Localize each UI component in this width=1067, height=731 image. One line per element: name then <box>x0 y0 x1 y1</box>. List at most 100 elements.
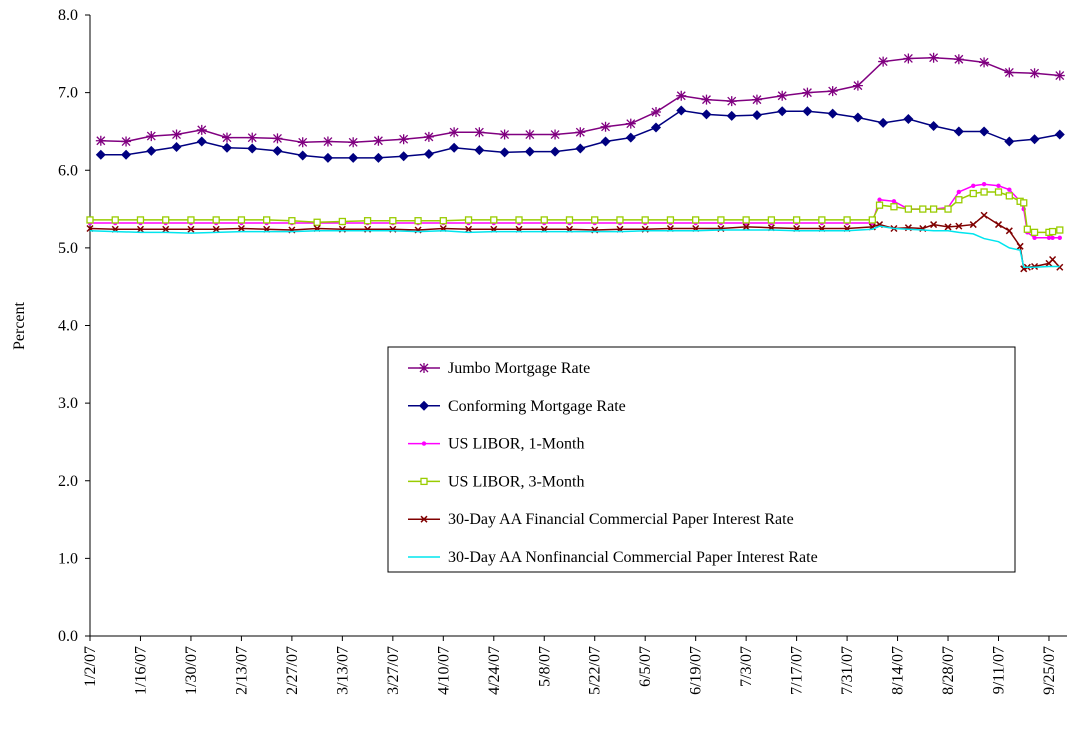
marker <box>515 216 523 224</box>
x-tick-label: 7/3/07 <box>738 646 755 687</box>
marker <box>944 205 952 213</box>
marker <box>751 94 762 105</box>
y-tick-label: 0.0 <box>58 628 78 645</box>
y-tick-label: 3.0 <box>58 395 78 412</box>
x-tick-label: 9/25/07 <box>1041 646 1058 695</box>
marker <box>1007 187 1012 192</box>
marker <box>171 141 182 152</box>
marker <box>121 149 132 160</box>
marker <box>980 188 988 196</box>
marker <box>288 217 296 225</box>
marker <box>878 56 889 67</box>
x-tick-label: 9/11/07 <box>991 646 1008 694</box>
x-tick-label: 8/14/07 <box>890 646 907 695</box>
marker <box>701 109 712 120</box>
marker <box>953 54 964 65</box>
marker <box>625 132 636 143</box>
marker <box>499 147 510 158</box>
marker <box>439 217 447 225</box>
marker <box>726 110 737 121</box>
marker <box>979 126 990 137</box>
marker <box>237 216 246 224</box>
marker <box>1048 227 1057 236</box>
marker <box>701 94 712 105</box>
marker <box>827 108 838 119</box>
marker <box>419 363 429 373</box>
marker <box>877 197 882 202</box>
marker <box>651 107 662 118</box>
marker <box>575 143 586 154</box>
marker <box>540 216 548 224</box>
marker <box>465 225 473 233</box>
marker <box>641 216 649 224</box>
marker <box>171 129 182 140</box>
marker <box>196 124 207 135</box>
series-line <box>90 191 1060 234</box>
marker <box>930 221 938 229</box>
marker <box>247 132 258 143</box>
series-line <box>89 225 1060 269</box>
marker <box>1005 192 1013 200</box>
marker <box>474 145 485 156</box>
legend-label: US LIBOR, 3-Month <box>448 473 584 490</box>
x-tick-label: 4/10/07 <box>435 646 452 695</box>
marker <box>449 127 460 138</box>
marker <box>969 189 977 198</box>
marker <box>221 132 232 143</box>
marker <box>322 152 333 163</box>
marker <box>398 151 409 162</box>
marker <box>929 205 938 213</box>
marker <box>212 225 220 233</box>
y-tick-label: 6.0 <box>58 162 78 179</box>
marker <box>1005 227 1013 235</box>
marker <box>550 129 561 140</box>
y-tick-label: 2.0 <box>58 473 78 490</box>
series <box>95 105 1065 163</box>
marker <box>419 400 429 411</box>
marker <box>313 218 321 226</box>
marker <box>322 136 333 147</box>
marker <box>802 87 813 98</box>
marker <box>1004 136 1015 147</box>
marker <box>1049 255 1057 264</box>
marker <box>464 216 473 224</box>
y-tick-label: 5.0 <box>58 240 78 257</box>
marker <box>423 148 434 159</box>
marker <box>420 515 428 523</box>
marker <box>726 96 737 107</box>
marker <box>676 105 687 116</box>
marker <box>272 145 283 156</box>
x-tick-label: 6/19/07 <box>688 646 705 695</box>
marker <box>575 127 586 138</box>
marker <box>843 216 851 224</box>
marker <box>338 217 347 226</box>
y-tick-label: 7.0 <box>58 85 78 102</box>
series-line <box>90 183 1060 239</box>
marker <box>221 142 232 153</box>
legend-label: Jumbo Mortgage Rate <box>448 360 590 377</box>
marker <box>971 183 976 188</box>
marker <box>751 110 762 121</box>
x-tick-label: 1/16/07 <box>132 646 149 695</box>
marker <box>449 142 460 153</box>
marker <box>903 114 914 125</box>
marker <box>187 225 195 233</box>
x-tick-label: 3/27/07 <box>385 646 402 695</box>
marker <box>1031 262 1039 271</box>
marker <box>792 216 801 224</box>
y-tick-label: 1.0 <box>58 550 78 567</box>
series <box>86 188 1064 237</box>
legend-label: 30-Day AA Nonfinancial Commercial Paper … <box>448 549 818 566</box>
marker <box>827 86 838 97</box>
marker <box>919 205 927 213</box>
marker <box>994 221 1003 229</box>
marker <box>196 136 207 147</box>
marker <box>625 118 636 129</box>
marker <box>666 216 675 224</box>
marker <box>956 189 962 195</box>
marker <box>1023 225 1031 233</box>
marker <box>996 183 1001 188</box>
marker <box>1057 235 1062 240</box>
marker <box>651 122 662 133</box>
marker <box>95 135 106 146</box>
